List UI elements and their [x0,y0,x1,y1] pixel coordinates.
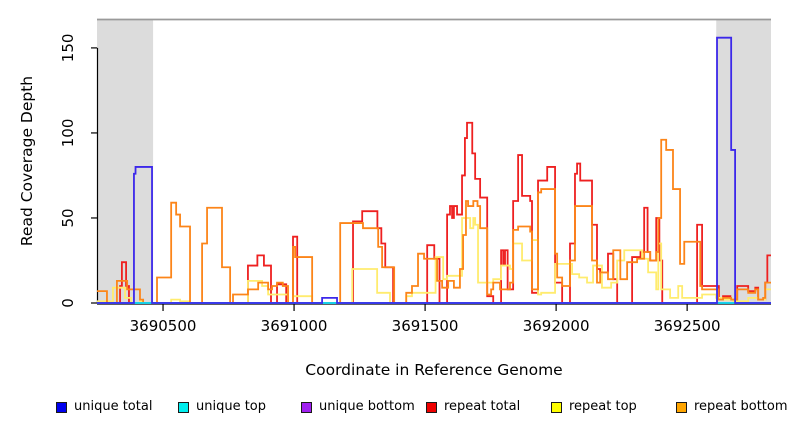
y-tick-label: 150 [59,34,77,63]
coverage-plot-svg: 0 50 100 150 3690500 3691000 3691500 3692000 369… [59,18,771,335]
x-tick-label: 3692000 [523,317,590,335]
x-tick-label: 3692500 [654,317,721,335]
legend-swatch-unique-top [178,401,189,413]
series-line-repeat-top [97,217,771,304]
legend-label: unique bottom [319,399,415,414]
x-tick-label: 3691500 [392,317,459,335]
legend-swatch-repeat-bottom [676,401,687,413]
legend-item-unique-total: unique total [56,399,152,415]
legend-item-repeat-bottom: repeat bottom [676,399,788,415]
x-axis-title: Coordinate in Reference Genome [305,361,563,379]
legend-item-repeat-top: repeat top [551,399,637,415]
legend-label: unique top [196,399,267,414]
legend-label: repeat bottom [694,399,788,414]
legend-swatch-repeat-total [426,401,437,413]
legend: unique total unique top unique bottom repea… [0,399,792,421]
x-tick-label: 3690500 [130,317,197,335]
series-line-unique-total [97,36,771,304]
legend-item-unique-bottom: unique bottom [301,399,415,415]
y-tick-label: 100 [59,119,77,148]
legend-label: unique total [74,399,153,414]
y-tick-label: 50 [59,208,77,227]
y-tick-label: 0 [59,298,77,308]
legend-item-repeat-total: repeat total [426,399,520,415]
x-tick-label: 3691000 [261,317,328,335]
legend-label: repeat total [444,399,521,414]
y-axis-title: Read Coverage Depth [18,75,36,247]
series-line-repeat-bottom [97,138,771,304]
legend-swatch-unique-total [56,401,67,413]
shaded-region [716,19,771,303]
legend-label: repeat top [569,399,637,414]
shaded-region [97,19,154,303]
legend-swatch-unique-bottom [301,401,312,413]
legend-swatch-repeat-top [551,401,562,413]
legend-item-unique-top: unique top [178,399,266,415]
